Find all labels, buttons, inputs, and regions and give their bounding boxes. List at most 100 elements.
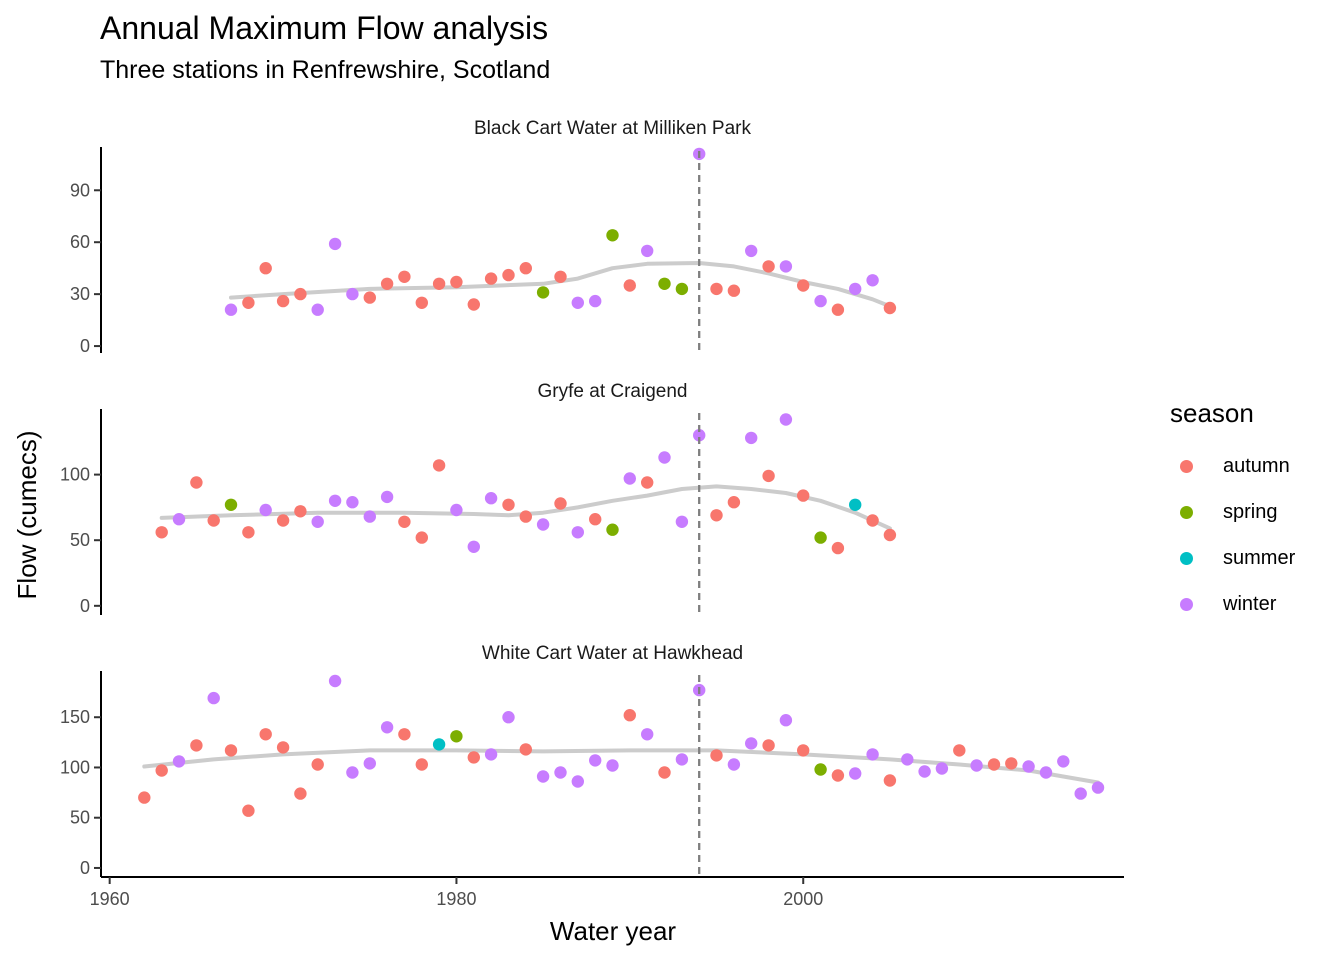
- data-point-autumn: [259, 262, 272, 275]
- legend-item-summer: summer: [1180, 546, 1295, 570]
- data-point-autumn: [710, 282, 723, 296]
- data-point-autumn: [415, 758, 428, 771]
- legend-label: autumn: [1223, 454, 1290, 477]
- data-point-winter: [571, 296, 584, 309]
- data-point-autumn: [155, 764, 168, 777]
- data-point-spring: [814, 531, 827, 544]
- data-point-winter: [970, 759, 983, 772]
- data-point-autumn: [398, 728, 411, 741]
- data-point-winter: [641, 728, 654, 741]
- data-point-winter: [450, 503, 463, 517]
- data-point-autumn: [987, 758, 1001, 771]
- data-point-autumn: [276, 514, 290, 527]
- data-point-winter: [745, 737, 758, 750]
- data-point-winter: [814, 294, 827, 308]
- data-point-autumn: [259, 728, 272, 741]
- data-point-autumn: [502, 268, 515, 282]
- facet-strip-label: Black Cart Water at Milliken Park: [474, 118, 751, 139]
- data-point-autumn: [762, 739, 775, 752]
- data-point-winter: [346, 766, 359, 779]
- facet-strip-label: White Cart Water at Hawkhead: [482, 643, 743, 664]
- data-point-winter: [901, 753, 914, 766]
- y-tick-label: 100: [60, 465, 90, 485]
- legend-swatch: [1180, 551, 1193, 565]
- data-point-autumn: [467, 298, 480, 311]
- data-point-winter: [866, 748, 879, 761]
- data-point-winter: [675, 515, 689, 528]
- data-point-autumn: [831, 541, 845, 555]
- data-point-winter: [623, 472, 636, 485]
- data-point-autumn: [450, 275, 463, 289]
- data-point-winter: [172, 755, 186, 768]
- data-point-winter: [641, 244, 654, 258]
- data-point-autumn: [190, 476, 203, 489]
- data-point-autumn: [242, 804, 255, 817]
- data-point-winter: [1091, 781, 1105, 794]
- data-point-winter: [328, 674, 342, 688]
- data-point-autumn: [727, 496, 741, 509]
- data-point-winter: [363, 510, 376, 523]
- data-point-spring: [814, 763, 827, 776]
- data-point-autumn: [519, 510, 532, 523]
- data-point-winter: [606, 759, 619, 772]
- data-point-winter: [554, 766, 567, 779]
- data-point-autumn: [831, 303, 845, 316]
- data-point-winter: [380, 721, 394, 734]
- data-point-autumn: [519, 262, 532, 275]
- legend-item-autumn: autumn: [1180, 454, 1290, 478]
- data-point-winter: [1039, 766, 1053, 779]
- data-point-spring: [224, 498, 238, 511]
- smooth-trend-line: [142, 748, 1100, 785]
- data-point-winter: [779, 260, 793, 273]
- data-point-autumn: [554, 497, 567, 510]
- data-point-autumn: [710, 749, 723, 762]
- smooth-trend-line: [229, 261, 892, 309]
- data-point-spring: [536, 286, 550, 299]
- data-point-autumn: [953, 744, 966, 757]
- data-point-winter: [779, 714, 793, 727]
- data-point-winter: [467, 540, 480, 553]
- data-point-winter: [849, 282, 862, 296]
- y-tick-label: 0: [80, 336, 90, 356]
- data-point-autumn: [883, 301, 897, 315]
- x-tick-label: 2000: [783, 889, 823, 909]
- data-point-winter: [1074, 787, 1087, 800]
- data-point-autumn: [554, 270, 567, 283]
- data-point-spring: [658, 277, 671, 290]
- data-point-winter: [745, 431, 758, 445]
- chart-subtitle: Three stations in Renfrewshire, Scotland: [100, 56, 551, 84]
- data-point-autumn: [432, 277, 446, 290]
- data-point-winter: [675, 753, 689, 766]
- legend-item-spring: spring: [1180, 500, 1277, 524]
- data-point-winter: [849, 767, 862, 780]
- legend-swatch: [1180, 505, 1193, 519]
- data-point-autumn: [190, 739, 203, 752]
- data-point-winter: [346, 496, 359, 509]
- data-point-autumn: [866, 514, 879, 527]
- data-point-autumn: [415, 531, 428, 544]
- data-point-winter: [571, 526, 584, 539]
- data-point-autumn: [432, 459, 446, 472]
- data-point-winter: [328, 237, 342, 251]
- data-point-winter: [224, 303, 238, 316]
- data-point-winter: [346, 287, 359, 301]
- data-point-autumn: [589, 513, 602, 526]
- y-tick-label: 60: [70, 232, 90, 252]
- data-point-autumn: [398, 270, 411, 283]
- legend-label: spring: [1223, 500, 1278, 523]
- data-point-winter: [363, 757, 376, 770]
- data-point-winter: [502, 711, 515, 724]
- data-point-summer: [432, 738, 446, 751]
- legend-swatch: [1180, 597, 1193, 611]
- data-point-winter: [571, 775, 584, 788]
- data-point-autumn: [380, 277, 394, 290]
- data-point-winter: [536, 770, 550, 783]
- data-point-winter: [311, 303, 324, 316]
- y-tick-label: 50: [70, 808, 90, 828]
- data-point-autumn: [883, 528, 897, 542]
- y-tick-label: 0: [80, 596, 90, 616]
- y-tick-label: 50: [70, 530, 90, 550]
- data-point-autumn: [294, 505, 307, 518]
- data-point-autumn: [502, 498, 515, 511]
